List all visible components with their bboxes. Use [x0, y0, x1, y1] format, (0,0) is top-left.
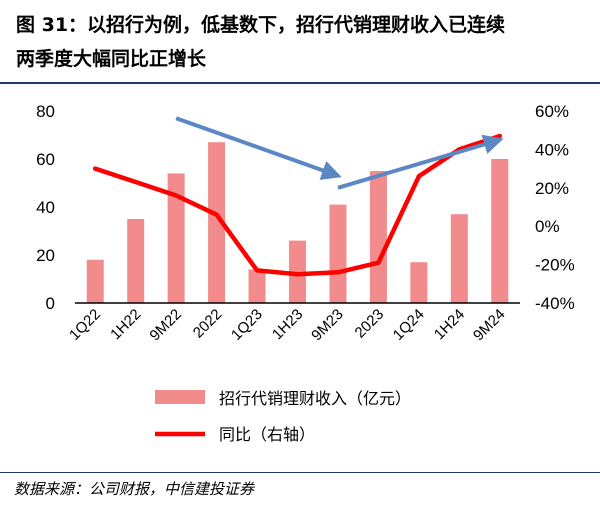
- bar-1Q22: [86, 259, 104, 303]
- bar-1Q24: [410, 262, 428, 303]
- bar-1H24: [450, 214, 468, 303]
- left-axis-tick-label: 60: [36, 150, 55, 169]
- bar-1H23: [289, 240, 306, 303]
- figure-title-line-2: 两季度大幅同比正增长: [16, 48, 207, 70]
- bar-series: [86, 142, 509, 303]
- x-tick-label: 1H24: [431, 306, 468, 343]
- line-series: [92, 133, 503, 277]
- bar-1H22: [127, 219, 145, 303]
- right-axis: -40% -20% 0% 20% 40% 60%: [535, 102, 575, 313]
- trend-arrows: [175, 116, 504, 190]
- x-tick-label: 1Q24: [390, 306, 428, 344]
- bar-9M23: [329, 204, 347, 303]
- legend-label-line: 同比（右轴）: [219, 425, 315, 444]
- bar-1Q23: [248, 269, 266, 303]
- x-tick-label: 9M23: [308, 306, 347, 345]
- title-rule: [0, 82, 600, 84]
- right-axis-tick-label: -20%: [535, 256, 575, 275]
- source-rule: [0, 472, 600, 473]
- legend-swatch-bar: [155, 390, 205, 404]
- data-source-note: 数据来源：公司财报，中信建投证券: [14, 480, 255, 498]
- x-tick-label: 1Q22: [66, 306, 104, 344]
- x-tick-label: 1H23: [269, 306, 306, 343]
- left-axis: 0 20 40 60 80: [36, 102, 55, 313]
- x-tick-label: 9M24: [470, 306, 509, 345]
- bar-2022: [208, 142, 226, 303]
- x-tick-label: 2023: [352, 306, 388, 342]
- bar-9M22: [167, 173, 185, 303]
- left-axis-tick-label: 40: [36, 198, 55, 217]
- trend-arrow-1: [175, 116, 342, 180]
- right-axis-tick-label: 20%: [535, 179, 569, 198]
- yoy-growth-line: [92, 133, 503, 277]
- x-tick-label: 2022: [190, 306, 226, 342]
- left-axis-tick-label: 80: [36, 102, 55, 121]
- x-axis: 1Q22 1H22 9M22 2022 1Q23 1H23 9M23 2023 1Q24 1H24…: [66, 302, 520, 345]
- figure-title-line-1: 图 31：以招行为例，低基数下，招行代销理财收入已连续: [16, 14, 506, 36]
- left-axis-tick-label: 20: [36, 246, 55, 265]
- trend-arrow-2: [337, 134, 504, 190]
- left-axis-tick-label: 0: [46, 294, 55, 313]
- right-axis-tick-label: -40%: [535, 294, 575, 313]
- legend: 招行代销理财收入（亿元） 同比（右轴）: [155, 389, 411, 444]
- right-axis-tick-label: 60%: [535, 102, 569, 121]
- right-axis-tick-label: 40%: [535, 140, 569, 159]
- bar-2023: [369, 171, 387, 303]
- legend-label-bar: 招行代销理财收入（亿元）: [219, 389, 411, 408]
- x-tick-label: 1Q23: [228, 306, 266, 344]
- bar-9M24: [491, 159, 509, 303]
- figure-title-block: 图 31：以招行为例，低基数下，招行代销理财收入已连续 两季度大幅同比正增长: [0, 0, 600, 84]
- right-axis-tick-label: 0%: [535, 217, 560, 236]
- x-tick-label: 9M22: [146, 306, 185, 345]
- x-tick-label: 1H22: [107, 306, 144, 343]
